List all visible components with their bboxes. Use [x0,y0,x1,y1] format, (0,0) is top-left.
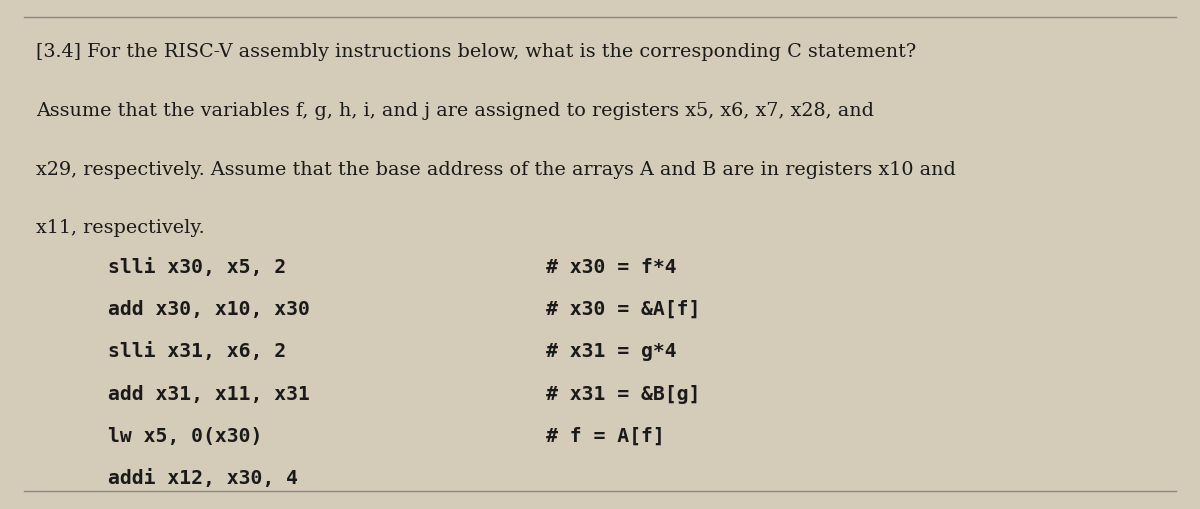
Text: lw x5, 0(x30): lw x5, 0(x30) [108,426,263,445]
Text: # x30 = f*4: # x30 = f*4 [546,257,677,276]
Text: x11, respectively.: x11, respectively. [36,219,205,237]
Text: # x31 = g*4: # x31 = g*4 [546,342,677,360]
Text: # x31 = &B[g]: # x31 = &B[g] [546,384,701,403]
Text: Assume that the variables f, g, h, i, and j are assigned to registers x5, x6, x7: Assume that the variables f, g, h, i, an… [36,102,874,120]
Text: x29, respectively. Assume that the base address of the arrays A and B are in reg: x29, respectively. Assume that the base … [36,160,956,178]
Text: addi x12, x30, 4: addi x12, x30, 4 [108,468,298,487]
Text: # x30 = &A[f]: # x30 = &A[f] [546,299,701,318]
Text: add x30, x10, x30: add x30, x10, x30 [108,299,310,318]
Text: # f = A[f]: # f = A[f] [546,426,665,445]
Text: add x31, x11, x31: add x31, x11, x31 [108,384,310,403]
Text: slli x31, x6, 2: slli x31, x6, 2 [108,342,286,360]
Text: [3.4] For the RISC-V assembly instructions below, what is the corresponding C st: [3.4] For the RISC-V assembly instructio… [36,43,916,61]
Text: slli x30, x5, 2: slli x30, x5, 2 [108,257,286,276]
